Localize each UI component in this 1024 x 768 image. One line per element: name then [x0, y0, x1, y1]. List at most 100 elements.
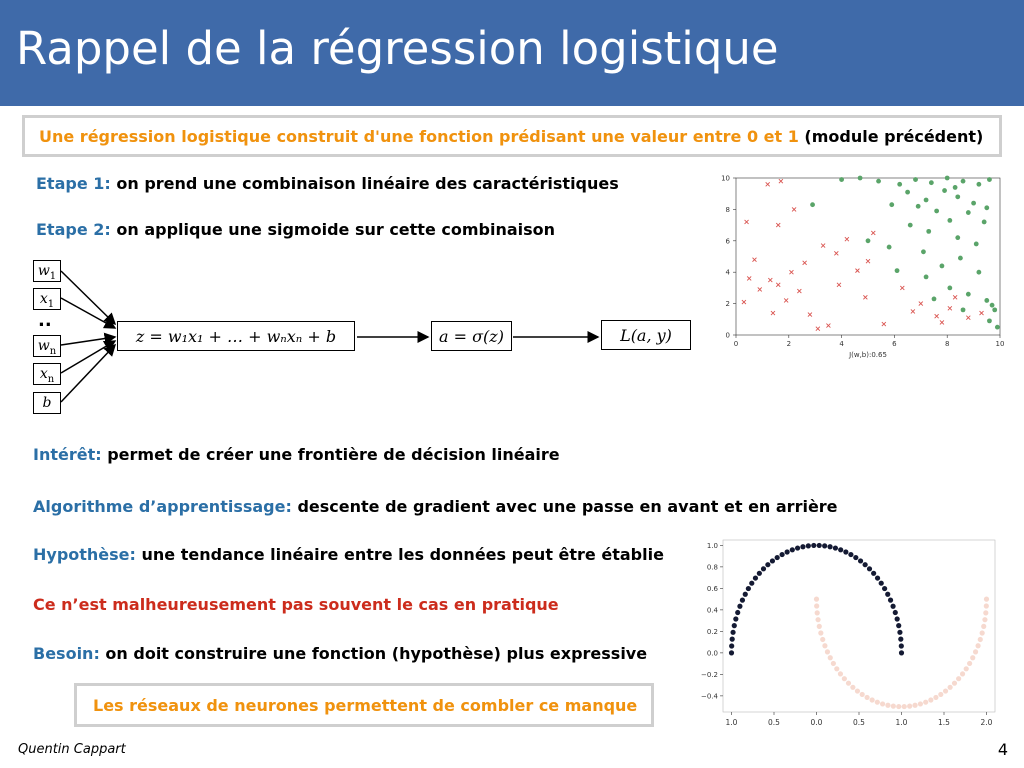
- point-hypothese: Hypothèse: une tendance linéaire entre l…: [33, 545, 664, 564]
- scatter-chart-moons: 1.0 0.5 0.0 0.5 1.0 1.5 2.0 1.0 0.8 0.6 0.4 0.2 0.0 −…: [701, 539, 996, 727]
- chart2-point-upper: [843, 549, 849, 555]
- chart2-point-upper: [749, 580, 755, 586]
- chart2-point-upper: [789, 547, 795, 553]
- chart1-point-cross: [783, 298, 789, 303]
- chart2-point-lower: [820, 636, 826, 643]
- chart1-point-cross: [744, 219, 749, 225]
- chart1-point-dot: [876, 178, 881, 184]
- step-2-text: on applique une sigmoide sur cette combi…: [116, 220, 556, 239]
- chart1-point-dot: [989, 302, 995, 308]
- chart2-point-lower: [959, 671, 966, 677]
- chart2-point-upper: [892, 609, 898, 616]
- chart1-point-cross: [797, 288, 802, 294]
- chart2-point-lower: [816, 623, 822, 629]
- chart2-point-upper: [898, 636, 904, 642]
- point-besoin-label: Besoin:: [33, 644, 100, 663]
- point-algorithme: Algorithme d’apprentissage: descente de …: [33, 497, 838, 516]
- chart2-point-lower: [869, 697, 875, 703]
- chart1-point-dot: [942, 188, 947, 193]
- chart1-xtick-label: 10: [996, 340, 1005, 348]
- chart1-point-dot: [857, 175, 863, 181]
- chart2-ytick-label: 1.0: [707, 542, 718, 550]
- chart1-point-cross: [870, 230, 876, 236]
- linear-combination-node: z = w₁x₁ + … + wₙxₙ + b: [117, 321, 355, 351]
- chart2-point-upper: [866, 566, 873, 572]
- chart2-point-upper: [898, 643, 904, 649]
- chart2-point-lower: [824, 649, 831, 655]
- chart1-ytick-label: 6: [726, 237, 731, 245]
- chart2-point-lower: [841, 676, 847, 682]
- chart2-point-upper: [890, 603, 896, 609]
- chart2-point-upper: [827, 544, 833, 550]
- chart1-point-dot: [960, 307, 966, 313]
- chart2-point-upper: [897, 629, 903, 635]
- chart2-point-lower: [923, 699, 929, 705]
- chart1-point-dot: [987, 318, 992, 324]
- chart1-point-cross: [855, 268, 860, 273]
- chart1-point-cross: [918, 301, 924, 306]
- chart1-point-cross: [815, 326, 821, 332]
- chart2-point-lower: [813, 596, 820, 602]
- input-w1: w1: [33, 260, 61, 282]
- step-1-label: Etape 1:: [36, 174, 111, 193]
- chart2-point-lower: [890, 703, 896, 709]
- chart1-point-cross: [934, 313, 939, 319]
- chart2-point-lower: [814, 603, 820, 609]
- chart2-point-lower: [814, 610, 820, 616]
- chart2-point-upper: [729, 636, 735, 642]
- chart1-point-dot: [987, 177, 992, 182]
- chart1-point-cross: [775, 222, 781, 228]
- chart1-point-dot: [958, 255, 963, 261]
- chart2-point-lower: [983, 603, 989, 609]
- point-algorithme-label: Algorithme d’apprentissage:: [33, 497, 292, 516]
- chart2-point-upper: [848, 551, 854, 558]
- chart1-point-dot: [923, 274, 929, 280]
- chart1-point-dot: [931, 296, 937, 302]
- chart1-point-dot: [926, 228, 932, 234]
- conclusion-box: Les réseaux de neurones permettent de co…: [74, 683, 654, 727]
- point-interet: Intérêt: permet de créer une frontière d…: [33, 445, 560, 464]
- chart2-point-upper: [729, 643, 735, 649]
- chart2-point-upper: [871, 570, 877, 576]
- chart2-point-upper: [730, 629, 736, 635]
- chart1-point-dot: [955, 194, 961, 200]
- point-interet-label: Intérêt:: [33, 445, 102, 464]
- chart2-point-lower: [818, 630, 824, 636]
- chart1-point-cross: [834, 251, 839, 256]
- chart2-ytick-label: 0.2: [707, 628, 718, 636]
- step-1-text: on prend une combinaison linéaire des ca…: [116, 174, 619, 193]
- chart2-point-lower: [933, 694, 939, 701]
- chart2-point-upper: [735, 609, 741, 616]
- input-wn: wn: [33, 335, 61, 357]
- chart1-point-dot: [915, 203, 921, 209]
- chart2-point-upper: [838, 547, 844, 553]
- chart1-xlabel: J(w,b):0.65: [848, 351, 887, 359]
- chart1-point-cross: [865, 258, 871, 264]
- chart2-point-lower: [845, 680, 852, 686]
- chart2-point-upper: [752, 575, 759, 581]
- chart2-point-lower: [822, 643, 828, 649]
- step-1: Etape 1: on prend une combinaison linéai…: [36, 174, 619, 193]
- chart2-point-upper: [874, 575, 881, 581]
- chart2-point-upper: [882, 585, 888, 592]
- chart2-point-lower: [837, 671, 844, 677]
- chart1-point-dot: [839, 177, 844, 182]
- chart1-point-cross: [789, 269, 794, 275]
- input-xn: xn: [33, 363, 61, 385]
- chart2-point-lower: [947, 684, 953, 690]
- arrow-wn: [60, 332, 117, 346]
- chart1-point-dot: [944, 175, 950, 181]
- chart2-point-upper: [794, 545, 801, 551]
- chart2-point-lower: [956, 676, 962, 682]
- scatter-chart-linear: 0 2 4 6 8 10 0 2 4 6 8 10 J(w,b):0.65: [721, 175, 1005, 360]
- chart2-point-lower: [885, 702, 891, 708]
- point-warning: Ce n’est malheureusement pas souvent le …: [33, 595, 559, 614]
- chart1-point-dot: [939, 263, 945, 269]
- chart1-xtick-label: 8: [945, 340, 949, 348]
- chart2-point-upper: [885, 591, 891, 597]
- chart2-point-lower: [963, 666, 969, 672]
- point-besoin: Besoin: on doit construire une fonction …: [33, 644, 647, 663]
- chart2-point-lower: [983, 610, 989, 616]
- footer-author: Quentin Cappart: [18, 742, 126, 757]
- chart2-point-lower: [917, 701, 924, 707]
